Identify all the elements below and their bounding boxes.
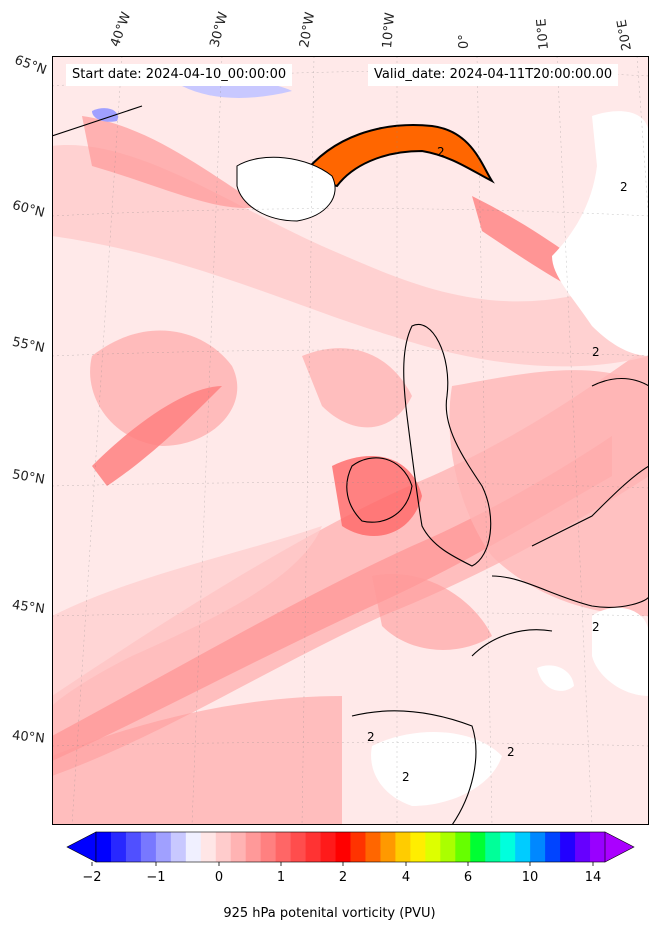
colorbar-segment (365, 832, 381, 862)
colorbar-segment (245, 832, 262, 862)
colorbar-segment (590, 832, 606, 862)
contour-label: 2 (592, 620, 600, 634)
lon-label-10w: 10°W (380, 11, 399, 49)
pv-streak-mid2 (302, 348, 412, 428)
land-mask-iceland (236, 156, 336, 222)
colorbar-tick-label: 14 (584, 870, 602, 885)
colorbar-tick-label: 2 (338, 870, 348, 885)
colorbar-segment (440, 832, 456, 862)
colorbar-segment (335, 832, 351, 862)
colorbar-segment (200, 832, 217, 862)
colorbar-segment (395, 832, 411, 862)
lat-label-55n: 55°N (10, 334, 46, 357)
negative-pv-nw (92, 108, 118, 122)
lon-label-20w: 20°W (297, 11, 319, 50)
colorbar-segment (140, 832, 157, 862)
contour-label: 2 (437, 145, 445, 159)
land-mask-scandinavia (552, 111, 649, 357)
contour-labels: 2 2 2 2 2 2 2 (367, 145, 628, 784)
pv-patches-atlantic (90, 330, 238, 446)
colorbar-extend-min (66, 831, 97, 863)
lat-label-60n: 60°N (10, 198, 47, 221)
coastlines (52, 105, 649, 825)
colorbar-tick-label: 1 (276, 870, 286, 885)
lon-label-30w: 30°W (207, 10, 232, 49)
lon-label-20e: 20°E (614, 18, 635, 52)
colorbar-segment (125, 832, 142, 862)
pv-ribbon-iceland (300, 124, 495, 188)
lat-label-45n: 45°N (11, 597, 46, 618)
colorbar-segment (560, 832, 576, 862)
land-mask-alps2 (537, 665, 574, 691)
colorbar-segment (260, 832, 277, 862)
colorbar-segment (96, 832, 112, 862)
colorbar-tick-label: 6 (463, 870, 473, 885)
colorbar-tick-label: 0 (214, 870, 224, 885)
colorbar-segment (575, 832, 591, 862)
colorbar-segment (425, 832, 441, 862)
colorbar-segment (185, 832, 202, 862)
colorbar-segment (320, 832, 337, 862)
colorbar-tick-label: 10 (521, 870, 539, 885)
colorbar-label: 925 hPa potenital vorticity (PVU) (223, 906, 436, 921)
pv-west-europe (449, 370, 649, 616)
land-mask-alps (592, 607, 649, 696)
colorbar-tick-label: −1 (146, 870, 166, 885)
colorbar-segment (305, 832, 322, 862)
pv-band-iberia (52, 526, 322, 706)
contour-label: 2 (367, 730, 375, 744)
colorbar-extend-max (604, 831, 635, 863)
colorbar-segment (170, 832, 187, 862)
pv-streak-mid (92, 386, 222, 486)
valid-date-label: Valid_date: 2024-04-11T20:00:00.00 (368, 64, 619, 86)
pv-south-band (52, 696, 342, 825)
colorbar-segment (290, 832, 307, 862)
lon-label-40w: 40°W (107, 10, 135, 49)
colorbar-segment (350, 832, 366, 862)
colorbar-tick-label: −2 (82, 870, 102, 885)
colorbar-tick-label: 4 (401, 870, 411, 885)
pv-biscay (372, 574, 492, 650)
pv-ireland-band (332, 456, 422, 536)
pv-band-southwest-core (52, 436, 612, 761)
contour-label: 2 (507, 745, 515, 759)
colorbar-segment (515, 832, 531, 862)
colorbar-segment (230, 832, 247, 862)
lat-label-65n: 65°N (12, 52, 49, 79)
colorbar-segment (410, 832, 426, 862)
map-panel: 2 2 2 2 2 2 2 (52, 56, 649, 825)
land-mask-iberia (371, 732, 502, 806)
colorbar-segment (470, 832, 486, 862)
colorbar (66, 831, 635, 866)
colorbar-segment (485, 832, 501, 862)
lat-label-50n: 50°N (10, 467, 46, 488)
lat-label-40n: 40°N (11, 728, 46, 747)
contour-label: 2 (620, 180, 628, 194)
colorbar-segment (215, 832, 232, 862)
pv-field-map: 2 2 2 2 2 2 2 (52, 56, 649, 825)
lon-label-10e: 10°E (534, 17, 552, 51)
colorbar-border (95, 831, 606, 863)
contour-label: 2 (592, 345, 600, 359)
colorbar-segment (500, 832, 516, 862)
colorbar-segment (155, 832, 172, 862)
graticule (52, 56, 649, 825)
contour-label: 2 (402, 770, 410, 784)
colorbar-segment (530, 832, 546, 862)
colorbar-segment (275, 832, 292, 862)
lon-label-0: 0° (457, 34, 472, 49)
colorbar-segment (110, 832, 127, 862)
pv-band-nw (82, 116, 262, 208)
colorbar-segment (380, 832, 396, 862)
start-date-label: Start date: 2024-04-10_00:00:00 (66, 64, 293, 86)
colorbar-segment (455, 832, 471, 862)
colorbar-segment (545, 832, 561, 862)
